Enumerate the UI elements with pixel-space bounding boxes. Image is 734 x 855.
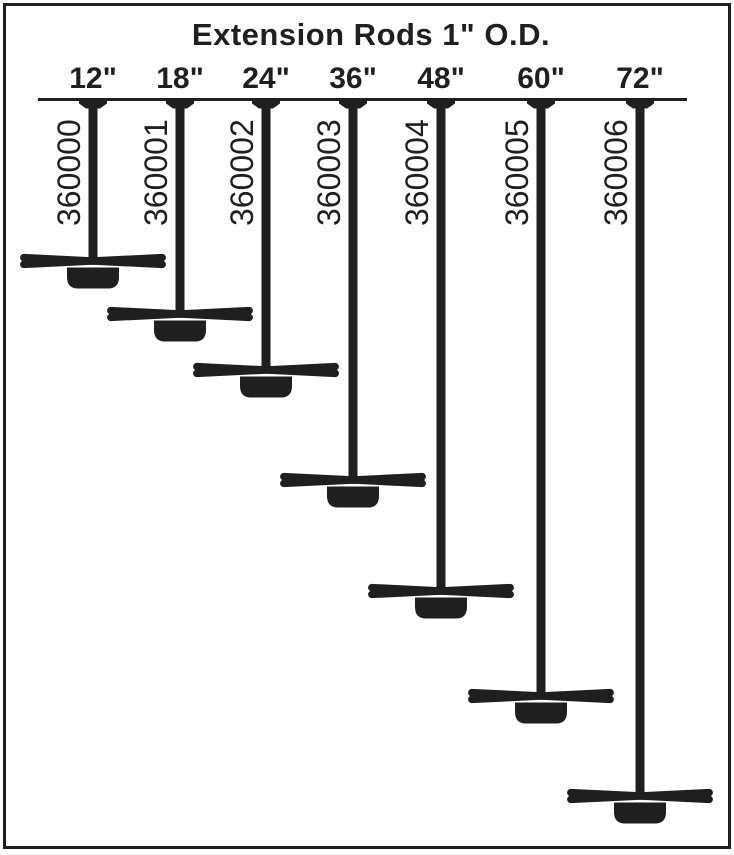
fan-blade-right-tilt	[468, 688, 614, 704]
motor-housing	[515, 702, 567, 724]
part-number-label: 360002	[224, 119, 260, 226]
size-label: 72"	[616, 62, 664, 95]
part-number-label: 360005	[499, 119, 535, 226]
fan-assembly	[107, 306, 253, 342]
motor-housing	[240, 376, 292, 398]
rod-bar	[635, 100, 645, 798]
rod-bar	[436, 100, 446, 593]
fan-assembly	[368, 583, 514, 619]
rod-360004: 48" 360004	[368, 62, 514, 619]
rod-360003: 36" 360003	[280, 62, 426, 508]
size-label: 24"	[242, 62, 290, 95]
motor-housing	[67, 267, 119, 289]
size-label: 12"	[69, 62, 117, 95]
motor-housing	[154, 320, 206, 342]
size-label: 48"	[417, 62, 465, 95]
part-number-label: 360004	[399, 119, 435, 226]
rod-360006: 72" 360006	[567, 62, 713, 824]
fan-blade-right-tilt	[368, 583, 514, 599]
part-number-label: 360001	[138, 119, 174, 226]
motor-housing	[327, 486, 379, 508]
fan-assembly	[20, 253, 166, 289]
motor-housing	[614, 802, 666, 824]
fan-blade-right-tilt	[193, 362, 339, 378]
fan-blade-right-tilt	[20, 253, 166, 269]
fan-assembly	[468, 688, 614, 724]
rod-360005: 60" 360005	[468, 62, 614, 724]
part-number-label: 360000	[51, 119, 87, 226]
rod-bar	[88, 100, 98, 263]
rod-bar	[536, 100, 546, 698]
rod-bar	[348, 100, 358, 482]
part-number-label: 360006	[598, 119, 634, 226]
part-number-label: 360003	[311, 119, 347, 226]
rod-360000: 12" 360000	[20, 62, 166, 289]
rod-360002: 24" 360002	[193, 62, 339, 398]
fan-blade-right-tilt	[280, 472, 426, 488]
size-label: 60"	[517, 62, 565, 95]
rod-bar	[175, 100, 185, 316]
fan-blade-right-tilt	[107, 306, 253, 322]
size-label: 18"	[156, 62, 204, 95]
fan-assembly	[567, 788, 713, 824]
fan-assembly	[193, 362, 339, 398]
rod-360001: 18" 360001	[107, 62, 253, 342]
rod-bar	[261, 100, 271, 372]
motor-housing	[415, 597, 467, 619]
diagram-title: Extension Rods 1" O.D.	[192, 17, 550, 52]
fan-blade-right-tilt	[567, 788, 713, 804]
fan-assembly	[280, 472, 426, 508]
size-label: 36"	[329, 62, 377, 95]
border-frame	[3, 3, 731, 849]
